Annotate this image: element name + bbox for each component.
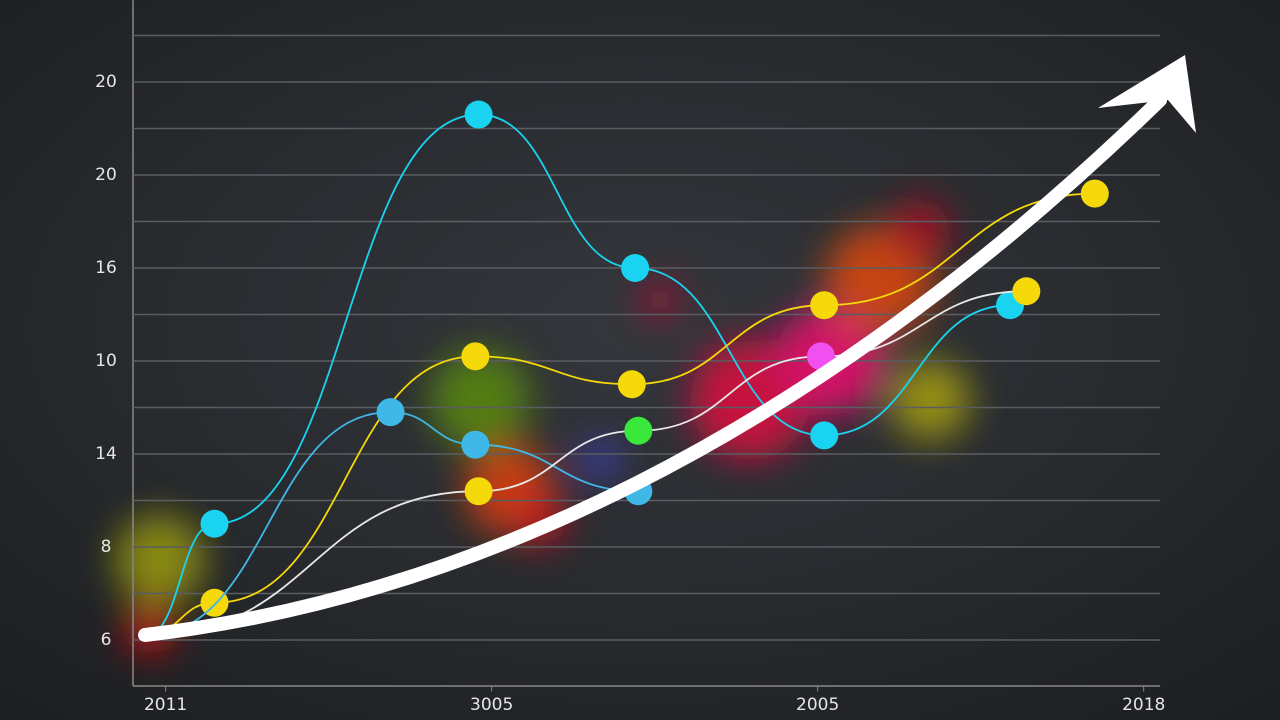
data-point — [1080, 179, 1109, 208]
y-tick-label: 10 — [95, 351, 117, 371]
data-point — [200, 588, 229, 617]
data-point — [810, 421, 839, 450]
y-tick-label: 8 — [101, 537, 112, 557]
data-point — [461, 430, 490, 459]
y-tick-label: 14 — [95, 444, 117, 464]
data-point — [1012, 277, 1041, 306]
data-point — [464, 477, 493, 506]
data-point — [810, 291, 839, 320]
data-point — [376, 398, 405, 427]
x-tick-label: 2018 — [1122, 695, 1165, 715]
data-point — [621, 254, 650, 282]
y-tick-label: 16 — [95, 258, 117, 278]
y-tick-label: 6 — [101, 630, 112, 650]
x-tick-label: 3005 — [470, 695, 513, 715]
y-tick-label: 20 — [95, 165, 117, 185]
data-point — [464, 100, 493, 129]
y-tick-label: 20 — [95, 72, 117, 92]
series-line — [146, 192, 1095, 637]
x-tick-label: 2011 — [144, 695, 187, 715]
x-tick-label: 2005 — [796, 695, 839, 715]
data-point — [200, 509, 229, 538]
data-point — [461, 342, 490, 371]
data-point — [617, 370, 646, 399]
data-point — [624, 416, 653, 445]
trend-arrow — [138, 55, 1196, 642]
plot: 6 8 14 10 16 20 20 2011 3005 2005 2018 — [95, 34, 1165, 715]
